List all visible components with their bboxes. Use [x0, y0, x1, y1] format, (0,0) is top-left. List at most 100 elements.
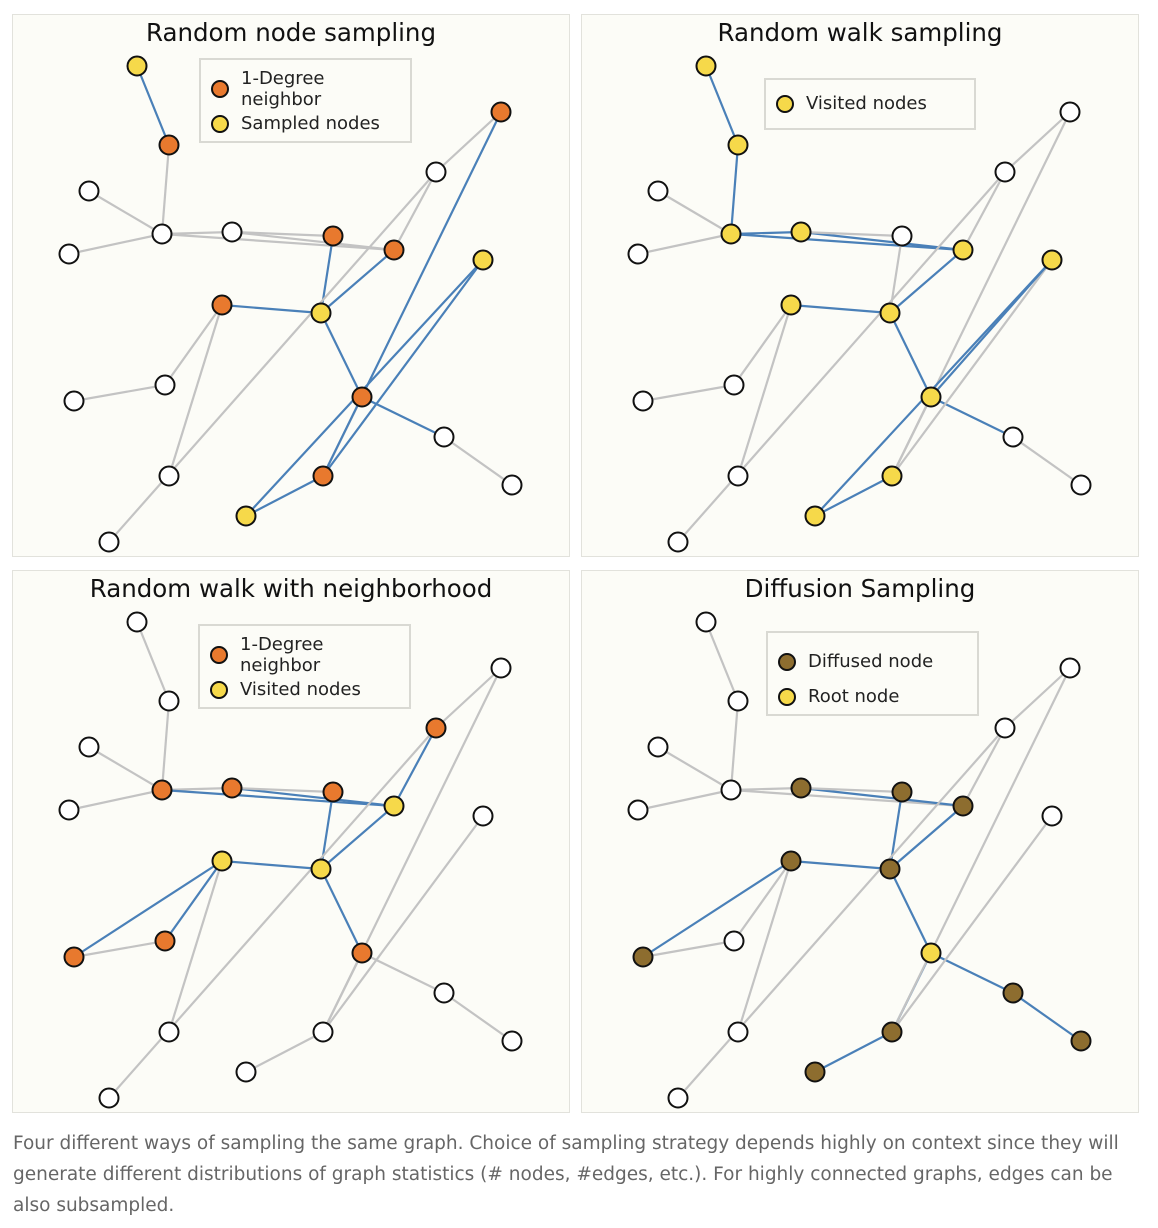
- sampled-edge-F-I: [231, 786, 395, 808]
- edge-Q-R: [361, 952, 445, 994]
- edge-I-O: [962, 727, 1006, 807]
- legend-item-root-node: Root node: [778, 679, 963, 714]
- node-E-white: [151, 223, 173, 245]
- node-V-white: [1041, 805, 1063, 827]
- node-R-white: [433, 426, 455, 448]
- yellow-dot-icon: [211, 114, 229, 133]
- node-L-orange: [63, 946, 85, 968]
- sampled-edge-F-I: [800, 786, 964, 808]
- sampled-edge-A-B: [704, 65, 740, 146]
- edge-A-B: [704, 621, 740, 702]
- node-D-white: [627, 243, 649, 265]
- panel-title: Random node sampling: [145, 18, 437, 47]
- edge-H-K: [733, 860, 792, 942]
- edge-T-V: [891, 259, 1053, 477]
- edge-H-K: [733, 304, 792, 386]
- sampled-edge-F-I: [800, 230, 964, 252]
- figure-caption: Four different ways of sampling the same…: [13, 1133, 1119, 1216]
- edge-B-E: [160, 700, 171, 791]
- edge-T-U: [245, 1031, 324, 1073]
- node-O-orange: [425, 717, 447, 739]
- edge-K-L: [642, 939, 735, 959]
- sampled-edge-E-I: [730, 232, 964, 252]
- edge-F-G: [231, 230, 334, 238]
- node-C-white: [78, 736, 100, 758]
- orange-dot-icon: [210, 645, 228, 664]
- node-P-white: [1059, 101, 1081, 123]
- node-G-brown: [891, 781, 913, 803]
- node-K-white: [723, 374, 745, 396]
- edge-O-P: [1004, 667, 1071, 729]
- node-L-brown: [632, 946, 654, 968]
- legend: 1-Degree neighbor Sampled nodes: [199, 58, 412, 143]
- edge-F-G: [800, 786, 903, 794]
- node-E-orange: [151, 779, 173, 801]
- node-I-orange: [383, 239, 405, 261]
- edge-C-E: [88, 746, 163, 791]
- sampled-edge-H-K: [164, 860, 223, 942]
- node-O-white: [994, 161, 1016, 183]
- sampled-edge-T-U: [245, 475, 324, 517]
- edge-R-S: [443, 992, 513, 1042]
- node-V-yellow: [472, 249, 494, 271]
- edge-C-E: [88, 190, 163, 235]
- edge-A-B: [135, 621, 171, 702]
- graph-random-walk-sampling: [627, 55, 1092, 553]
- edge-E-I: [161, 232, 395, 252]
- sampled-edge-I-J: [320, 249, 395, 314]
- edge-I-O: [962, 171, 1006, 251]
- legend-item-1-degree-neighbor: 1-Degree neighbor: [211, 68, 396, 110]
- legend-label: Sampled nodes: [241, 113, 380, 134]
- node-I-yellow: [952, 239, 974, 261]
- sampled-edge-Q-R: [930, 952, 1014, 994]
- node-U-white: [235, 1061, 257, 1083]
- sampled-edge-A-B: [135, 65, 171, 146]
- yellow-dot-icon: [210, 680, 228, 699]
- sampled-edge-I-J: [889, 805, 964, 870]
- node-N-white: [98, 1087, 120, 1109]
- edge-E-F: [161, 230, 233, 236]
- sampled-edge-I-J: [889, 249, 964, 314]
- edge-I-O: [393, 171, 437, 251]
- graph-diffusion-sampling: [627, 611, 1092, 1109]
- brown-dot-icon: [778, 652, 796, 671]
- node-U-yellow: [804, 505, 826, 527]
- node-P-white: [490, 657, 512, 679]
- node-B-white: [727, 690, 749, 712]
- edge-H-M: [167, 860, 224, 1033]
- graph-random-walk-with-neighborhood: [58, 611, 523, 1109]
- panel-diffusion-sampling: Diffusion Sampling Diffused node Root no…: [581, 570, 1139, 1113]
- legend-label: Visited nodes: [806, 93, 927, 114]
- sampled-edge-H-L: [73, 860, 223, 958]
- edge-H-M: [736, 304, 793, 477]
- node-H-yellow: [211, 850, 233, 872]
- node-U-brown: [804, 1061, 826, 1083]
- node-J-yellow: [310, 858, 332, 880]
- node-Q-yellow: [920, 942, 942, 964]
- sampled-edge-J-Q: [889, 868, 932, 954]
- node-O-white: [425, 161, 447, 183]
- node-S-brown: [1070, 1030, 1092, 1052]
- legend: Visited nodes: [764, 78, 976, 130]
- orange-dot-icon: [211, 79, 229, 98]
- sampled-edge-Q-R: [361, 396, 445, 438]
- yellow-dot-icon: [778, 687, 796, 706]
- edge-F-G: [231, 786, 334, 794]
- node-C-white: [647, 736, 669, 758]
- node-H-brown: [780, 850, 802, 872]
- node-D-white: [58, 243, 80, 265]
- node-F-orange: [221, 777, 243, 799]
- node-T-yellow: [881, 465, 903, 487]
- node-H-yellow: [780, 294, 802, 316]
- sampled-edge-P-T: [322, 111, 502, 477]
- node-H-orange: [211, 294, 233, 316]
- panel-random-walk-sampling: Random walk sampling Visited nodes: [581, 14, 1139, 557]
- node-J-yellow: [310, 302, 332, 324]
- node-S-white: [1070, 474, 1092, 496]
- node-K-white: [723, 930, 745, 952]
- edge-O-P: [1004, 111, 1071, 173]
- edge-O-P: [435, 667, 502, 729]
- yellow-dot-icon: [776, 94, 794, 113]
- edge-C-E: [657, 190, 732, 235]
- sampled-edge-Q-R: [930, 396, 1014, 438]
